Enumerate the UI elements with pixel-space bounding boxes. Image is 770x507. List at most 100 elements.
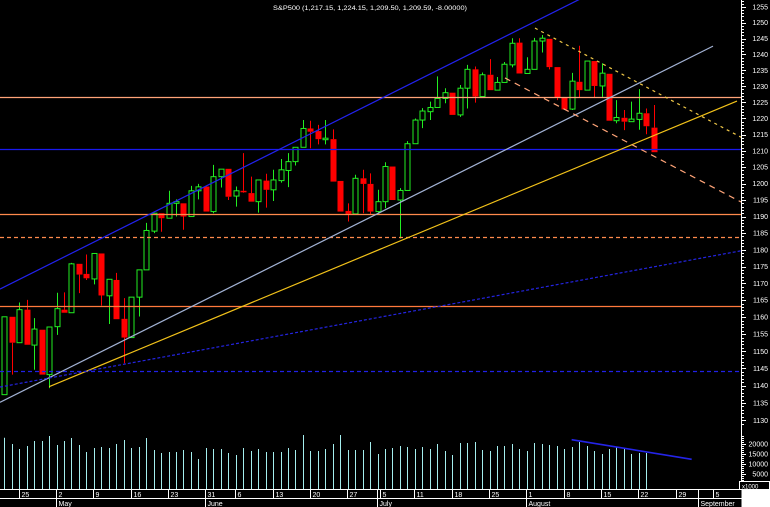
axis-corner-block — [741, 490, 770, 507]
candle-up — [382, 162, 389, 209]
candle-body — [158, 213, 165, 219]
price-axis-label: 1195 — [753, 198, 768, 205]
candle-up — [509, 38, 516, 68]
candle-body — [651, 127, 658, 153]
candle-up — [143, 222, 150, 271]
candle-body — [307, 128, 314, 132]
candle-body — [516, 42, 523, 74]
downtrend-lower-trendline[interactable] — [504, 77, 741, 203]
price-axis-label: 1215 — [752, 132, 768, 139]
uptrend-support-trendline[interactable] — [48, 100, 738, 388]
candle-up — [285, 153, 292, 188]
candle-body — [151, 212, 158, 232]
candle-body — [31, 328, 38, 346]
week-label: 22 — [641, 492, 649, 499]
candle-body — [501, 63, 508, 83]
week-label: 31 — [208, 492, 216, 499]
candle-up — [31, 318, 38, 370]
candle-body — [434, 97, 441, 108]
candle-up — [128, 296, 135, 339]
price-axis-label: 1180 — [753, 247, 768, 254]
candle-body — [375, 201, 382, 213]
candle-body — [397, 189, 404, 201]
horizontal-levels — [0, 96, 741, 373]
candle-body — [61, 309, 68, 313]
week-label: 9 — [96, 492, 100, 499]
candle-up — [501, 62, 508, 83]
candle-body — [621, 117, 628, 122]
candle-down — [330, 129, 337, 182]
candle-down — [554, 67, 561, 101]
candle-down — [345, 203, 352, 222]
candle-up — [412, 118, 419, 145]
candle-up — [68, 262, 75, 314]
candle-body — [569, 80, 576, 110]
candle-down — [248, 176, 255, 202]
candle-down — [546, 38, 553, 70]
price-axis-label: 1175 — [753, 264, 768, 271]
candle-body — [180, 203, 187, 217]
price-axis-label: 1220 — [752, 116, 768, 123]
candle-body — [113, 279, 120, 320]
volume-trendline[interactable] — [571, 438, 692, 461]
week-label: 1 — [529, 492, 533, 499]
upper-channel-trendline[interactable] — [0, 0, 598, 290]
chart-plot-area[interactable] — [0, 0, 741, 489]
candle-body — [263, 180, 270, 190]
candle-down — [591, 61, 598, 98]
candle-body — [360, 178, 367, 184]
candle-body — [121, 318, 128, 338]
price-axis-label: 1155 — [753, 332, 768, 339]
candle-body — [255, 179, 262, 203]
candle-down — [9, 316, 16, 375]
week-label: 23 — [171, 492, 179, 499]
month-label: September — [701, 501, 736, 507]
candle-down — [487, 59, 494, 91]
price-axis-label: 1210 — [752, 148, 768, 155]
candle-body — [166, 202, 173, 219]
candle-body — [218, 168, 225, 178]
week-label: 6 — [238, 492, 242, 499]
price-axis-label: 1165 — [753, 298, 768, 305]
candle-body — [382, 166, 389, 203]
price-axis-label: 1235 — [752, 68, 768, 75]
week-label: 27 — [350, 492, 358, 499]
week-label: 5 — [716, 492, 720, 499]
candle-body — [278, 169, 285, 182]
candle-up — [278, 159, 285, 183]
candle-body — [54, 308, 61, 328]
candle-body — [554, 67, 561, 98]
price-axis-label: 1225 — [752, 100, 768, 107]
price-axis-label: 1145 — [753, 366, 768, 373]
candle-body — [188, 190, 195, 218]
candle-body — [270, 179, 277, 191]
candle-body — [427, 106, 434, 113]
candle-up — [628, 101, 635, 123]
candle-body — [225, 168, 232, 197]
candle-body — [337, 180, 344, 212]
candle-down — [39, 329, 46, 375]
week-label: 25 — [22, 492, 30, 499]
candle-down — [203, 186, 210, 212]
candle-down — [621, 110, 628, 131]
candle-down — [516, 38, 523, 74]
candle-down — [337, 180, 344, 212]
long-term-trendline[interactable] — [0, 250, 741, 388]
candle-body — [143, 229, 150, 271]
lower-channel-trendline[interactable] — [0, 45, 714, 403]
candle-body — [345, 210, 352, 214]
candle-up — [46, 326, 53, 389]
candle-body — [83, 273, 90, 279]
candle-body — [449, 92, 456, 115]
candle-up — [255, 179, 262, 213]
candle-up — [584, 60, 591, 91]
candle-up — [599, 63, 606, 97]
price-axis-label: 1205 — [752, 165, 768, 172]
candle-down — [651, 105, 658, 153]
candle-down — [121, 298, 128, 364]
candle-up — [531, 37, 538, 70]
month-label: July — [380, 501, 393, 507]
week-label: 29 — [679, 492, 687, 499]
volume-axis-label: 10000 — [749, 462, 769, 469]
